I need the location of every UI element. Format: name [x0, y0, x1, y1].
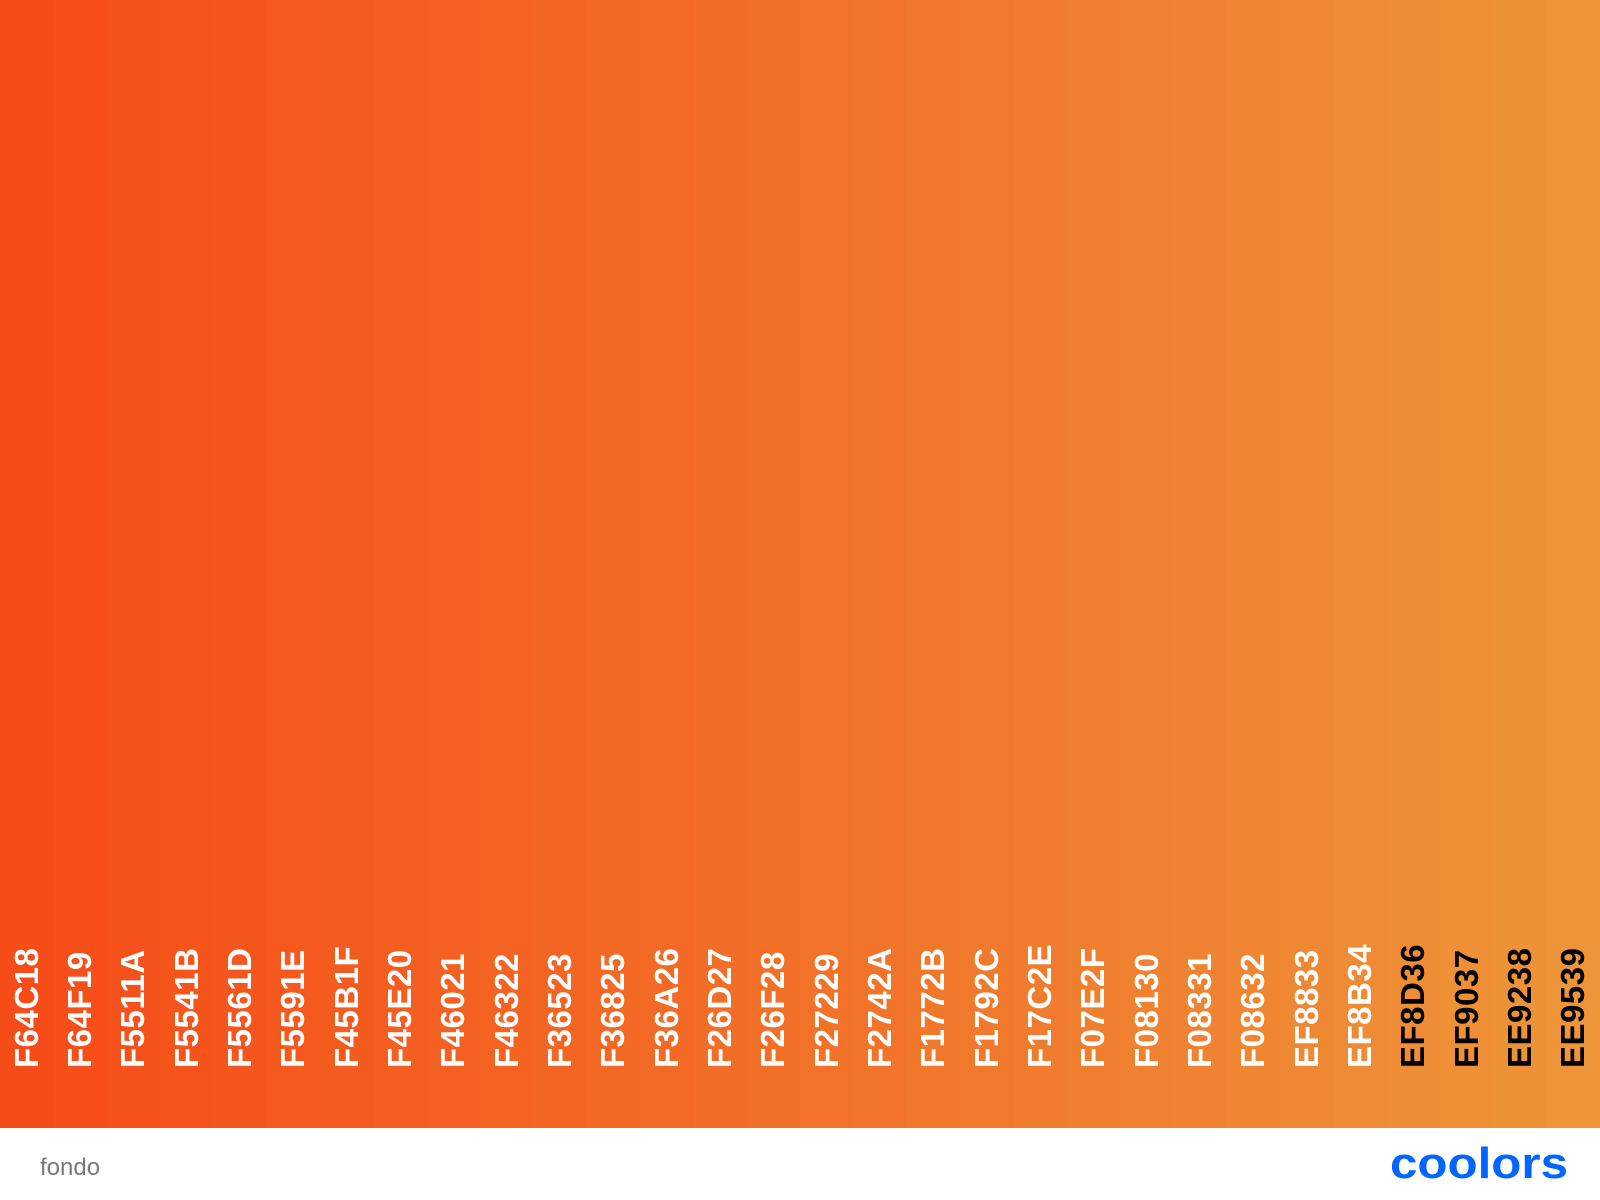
color-swatch[interactable]: F2742A	[853, 0, 907, 1128]
color-swatch[interactable]: F26D27	[693, 0, 747, 1128]
color-swatch[interactable]: F08632	[1226, 0, 1280, 1128]
coolors-logo[interactable]: coolors	[1390, 1139, 1570, 1191]
swatch-hex-label: F27229	[807, 953, 845, 1068]
palette-name: fondo	[40, 1154, 101, 1181]
swatch-hex-label: EF8833	[1287, 949, 1325, 1068]
swatch-hex-label: EE9238	[1500, 947, 1538, 1068]
coolors-logo-icon: coolors	[1390, 1139, 1568, 1188]
swatch-hex-label: EF8B34	[1340, 943, 1378, 1068]
color-swatch[interactable]: F26F28	[746, 0, 800, 1128]
swatch-hex-label: F1792C	[967, 947, 1005, 1068]
color-swatch[interactable]: EF8B34	[1333, 0, 1387, 1128]
color-swatch[interactable]: F46322	[479, 0, 534, 1128]
swatch-hex-label: F36825	[594, 953, 632, 1068]
color-swatch[interactable]: F36825	[586, 0, 640, 1128]
color-swatch[interactable]: F5561D	[213, 0, 267, 1128]
color-swatch[interactable]: F5591E	[266, 0, 320, 1128]
color-swatch[interactable]: F64C18	[0, 0, 54, 1128]
color-swatch[interactable]: F45E20	[373, 0, 427, 1128]
swatch-hex-label: F5541B	[167, 947, 205, 1068]
swatch-hex-label: F08632	[1234, 953, 1272, 1068]
swatch-hex-label: F2742A	[860, 947, 898, 1068]
color-swatch[interactable]: EF9037	[1439, 0, 1494, 1128]
swatch-hex-label: EE9539	[1554, 947, 1592, 1068]
swatch-hex-label: F08130	[1127, 953, 1165, 1068]
color-swatch[interactable]: F45B1F	[319, 0, 374, 1128]
swatch-hex-label: F1772B	[914, 947, 952, 1068]
swatch-hex-label: F5561D	[220, 947, 258, 1068]
color-swatch[interactable]: F36523	[533, 0, 587, 1128]
color-swatch[interactable]: F08130	[1119, 0, 1174, 1128]
color-swatch[interactable]: F1792C	[959, 0, 1014, 1128]
color-swatch[interactable]: F27229	[799, 0, 854, 1128]
swatch-hex-label: F46021	[434, 953, 472, 1068]
swatch-hex-label: F26D27	[700, 947, 738, 1068]
color-swatch[interactable]: EE9238	[1493, 0, 1547, 1128]
swatch-hex-label: F45B1F	[327, 945, 365, 1068]
color-swatch[interactable]: F46021	[426, 0, 480, 1128]
color-swatch[interactable]: F07E2F	[1066, 0, 1120, 1128]
color-swatch[interactable]: F1772B	[906, 0, 960, 1128]
color-swatch[interactable]: EE9539	[1546, 0, 1600, 1128]
swatch-hex-label: F5511A	[114, 949, 152, 1068]
swatch-hex-label: F17C2E	[1020, 943, 1058, 1068]
color-swatch[interactable]: F08331	[1173, 0, 1227, 1128]
swatch-hex-label: F64C18	[7, 947, 45, 1068]
color-swatch[interactable]: EF8833	[1279, 0, 1334, 1128]
swatch-hex-label: F07E2F	[1074, 947, 1112, 1068]
swatch-hex-label: F64F19	[60, 951, 98, 1068]
swatch-hex-label: F26F28	[754, 951, 792, 1068]
swatch-hex-label: F36523	[540, 953, 578, 1068]
color-swatch[interactable]: F17C2E	[1013, 0, 1067, 1128]
color-swatch[interactable]: EF8D36	[1386, 0, 1440, 1128]
swatch-hex-label: F45E20	[380, 949, 418, 1068]
color-swatch[interactable]: F36A26	[639, 0, 694, 1128]
swatch-hex-label: F08331	[1180, 953, 1218, 1068]
coolors-logo-wordmark: coolors	[1390, 1142, 1568, 1186]
swatch-hex-label: EF8D36	[1394, 943, 1432, 1068]
swatch-hex-label: F5591E	[274, 949, 312, 1068]
swatch-hex-label: F36A26	[647, 947, 685, 1068]
color-swatch[interactable]: F64F19	[53, 0, 107, 1128]
color-swatch[interactable]: F5541B	[159, 0, 214, 1128]
color-swatch[interactable]: F5511A	[106, 0, 160, 1128]
swatch-hex-label: EF9037	[1447, 949, 1485, 1068]
swatch-hex-label: F46322	[487, 953, 525, 1068]
footer: fondo coolors	[0, 1128, 1600, 1200]
palette-strip: F64C18 F64F19 F5511A F5541B F5561D F5591E F45B…	[0, 0, 1600, 1128]
